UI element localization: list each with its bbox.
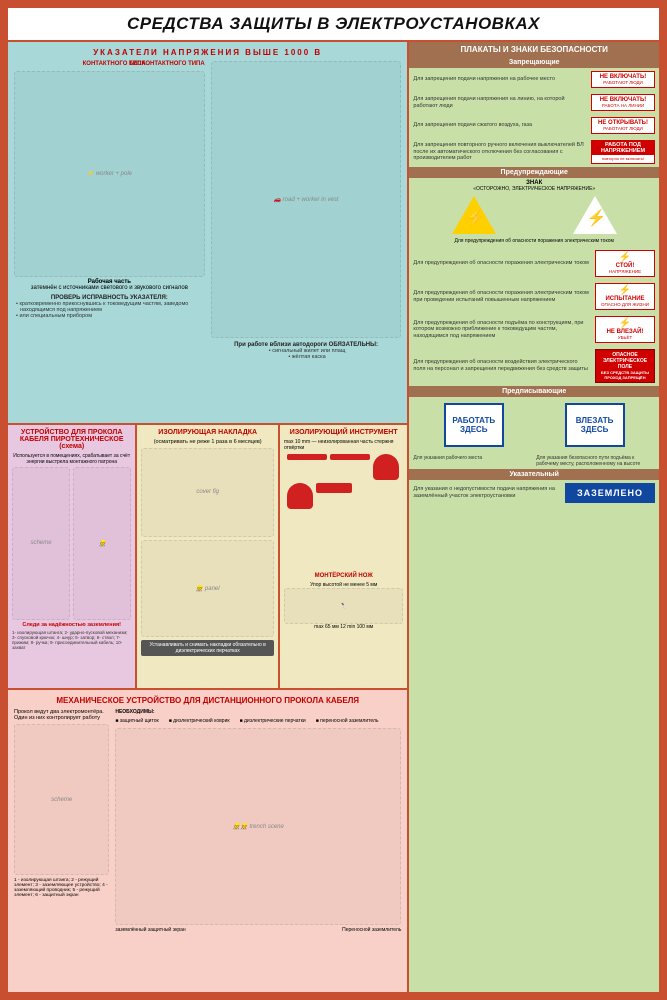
content: УКАЗАТЕЛИ НАПРЯЖЕНИЯ ВЫШЕ 1000 В КОНТАКТ… <box>8 40 659 992</box>
sign-rabotat-zdes: РАБОТАТЬ ЗДЕСЬ <box>444 403 504 447</box>
sign-stoy: ⚡ СТОЙ! НАПРЯЖЕНИЕ <box>595 250 655 277</box>
warn-row-1: Для предупреждения об опасности поражени… <box>409 247 659 280</box>
insulating-tools-panel: ИЗОЛИРУЮЩИЙ ИНСТРУМЕНТ max 10 mm — неизо… <box>280 425 407 688</box>
pyro-device-panel: УСТРОЙСТВО ДЛЯ ПРОКОЛА КАБЕЛЯ ПИРОТЕХНИЧ… <box>8 425 137 688</box>
tools-max-note: max 10 mm — неизолированная часть стержн… <box>284 439 403 451</box>
voltage-indicators-title: УКАЗАТЕЛИ НАПРЯЖЕНИЯ ВЫШЕ 1000 В <box>14 48 401 57</box>
sign-ne-vlezay: ⚡ НЕ ВЛЕЗАЙ! УБЬЁТ <box>595 316 655 343</box>
sign-opasnoe-pole: ОПАСНОЕ ЭЛЕКТРИЧЕСКОЕ ПОЛЕ БЕЗ СРЕДСТВ З… <box>595 349 655 383</box>
cover-install-note: Устанавливать и снимать накладки обязате… <box>141 640 274 656</box>
warn-row-3: Для предупреждения об опасности подъёма … <box>409 313 659 346</box>
pole-worker-illustration: ⚡ worker + pole <box>14 71 205 277</box>
indicative-section: Указательный Для указания о недопустимос… <box>409 469 659 506</box>
sign-zazemleno: ЗАЗЕМЛЕНО <box>565 483 655 503</box>
cutters-icon <box>287 483 313 509</box>
sign-ispytanie: ⚡ ИСПЫТАНИЕ ОПАСНО ДЛЯ ЖИЗНИ <box>595 283 655 310</box>
pliers-icon <box>373 454 399 480</box>
cover-worker-figure: 👷 panel <box>141 540 274 637</box>
tools-title: ИЗОЛИРУЮЩИЙ ИНСТРУМЕНТ <box>284 429 403 436</box>
warning-triangle-yellow-icon <box>452 196 496 234</box>
pyro-follow: Следи за надёжностью заземления! <box>12 622 131 628</box>
prescr-desc-2: Для указания безопасного пути подъёма к … <box>536 455 655 467</box>
cover-title: ИЗОЛИРУЮЩАЯ НАКЛАДКА <box>141 429 274 436</box>
mech-legend: 1 - изолирующая штанга; 2 - режущий элем… <box>14 878 109 898</box>
mech-scene-area: НЕОБХОДИМЫ: ■ защитный щиток ■ диэлектри… <box>115 709 401 983</box>
mech-schematic: scheme <box>14 724 109 875</box>
pyro-schematic: scheme <box>12 467 70 620</box>
warning-title: Предупреждающие <box>409 167 659 178</box>
sign-rabota-pod-napr: РАБОТА ПОД НАПРЯЖЕНИЕМ повторно не включ… <box>591 140 655 164</box>
signs-column: ПЛАКАТЫ И ЗНАКИ БЕЗОПАСНОСТИ Запрещающие… <box>407 42 659 992</box>
poster-page: СРЕДСТВА ЗАЩИТЫ В ЭЛЕКТРОУСТАНОВКАХ УКАЗ… <box>8 8 659 992</box>
pyro-worker-icon: 👷 <box>73 467 131 620</box>
work-part-label: Рабочая часть затемнён с источниками све… <box>14 279 205 291</box>
prescriptive-section: Предписывающие РАБОТАТЬ ЗДЕСЬ ВЛЕЗАТЬ ЗД… <box>409 386 659 469</box>
voltage-indicators-panel: УКАЗАТЕЛИ НАПРЯЖЕНИЯ ВЫШЕ 1000 В КОНТАКТ… <box>8 42 407 425</box>
sign-ne-vklyuchat-1: НЕ ВКЛЮЧАТЬ! РАБОТАЮТ ЛЮДИ <box>591 71 655 88</box>
pyro-title: УСТРОЙСТВО ДЛЯ ПРОКОЛА КАБЕЛЯ ПИРОТЕХНИЧ… <box>12 429 131 450</box>
sign-vlezat-zdes: ВЛЕЗАТЬ ЗДЕСЬ <box>565 403 625 447</box>
indic-row: Для указания о недопустимости подачи нап… <box>409 480 659 506</box>
warn-triangles <box>409 192 659 238</box>
necessary-list: ■ защитный щиток ■ диэлектрический коври… <box>115 718 401 724</box>
screwdriver-icon <box>287 454 327 460</box>
check-item-1: • кратковременно прикоснувшись к токовед… <box>20 301 205 313</box>
prescr-desc-1: Для указания рабочего места <box>413 455 532 467</box>
insulating-cover-panel: ИЗОЛИРУЮЩАЯ НАКЛАДКА (осматривать не реж… <box>137 425 280 688</box>
prescriptive-title: Предписывающие <box>409 386 659 397</box>
tools-set <box>284 451 403 574</box>
warn-row-4: Для предупреждения об опасности воздейст… <box>409 346 659 386</box>
sign-ne-otkryvat: НЕ ОТКРЫВАТЬ! РАБОТАЮТ ЛЮДИ <box>591 117 655 134</box>
forbid-row-4: Для запрещения повторного ручного включе… <box>409 137 659 167</box>
necessary-title: НЕОБХОДИМЫ: <box>115 709 154 715</box>
warning-section: Предупреждающие ЗНАК «ОСТОРОЖНО, ЭЛЕКТРИ… <box>409 167 659 386</box>
knife-figure: 🔪 <box>284 588 403 624</box>
pyro-legend: 1- изолирующая штанга; 2- ударно-пусково… <box>12 630 131 650</box>
trench-scene-illustration: 👷👷 trench scene <box>115 728 401 925</box>
bottom-label-2: Переносной заземлитель <box>342 927 401 933</box>
znak-label: ЗНАК <box>409 178 659 186</box>
forbidding-section: Запрещающие Для запрещения подачи напряж… <box>409 57 659 167</box>
warning-triangle-white-icon <box>573 196 617 234</box>
forbidding-title: Запрещающие <box>409 57 659 68</box>
road-item-2: • жёлтая каска <box>217 354 402 360</box>
knife-dims: max 65 мм 12 min 100 мм <box>284 624 403 630</box>
mech-intro: Прокол ведут два электромонтёра. Один из… <box>14 709 109 721</box>
mech-legend-area: Прокол ведут два электромонтёра. Один из… <box>14 709 109 983</box>
wrench-icon <box>316 483 352 493</box>
knife-title: МОНТЁРСКИЙ НОЖ <box>284 573 403 579</box>
cover-subtitle: (осматривать не реже 1 раза в 6 месяцев) <box>141 439 274 445</box>
contact-type-area: КОНТАКТНОГО ТИПА БЕСКОНТАКТНОГО ТИПА ⚡ w… <box>14 61 205 416</box>
forbid-row-1: Для запрещения подачи напряжения на рабо… <box>409 68 659 91</box>
left-column: УКАЗАТЕЛИ НАПРЯЖЕНИЯ ВЫШЕ 1000 В КОНТАКТ… <box>8 42 407 992</box>
pyro-note: Используется в помещениях, срабатывает з… <box>12 453 131 465</box>
forbid-row-2: Для запрещения подачи напряжения на лини… <box>409 91 659 114</box>
tools-row: УСТРОЙСТВО ДЛЯ ПРОКОЛА КАБЕЛЯ ПИРОТЕХНИЧ… <box>8 425 407 690</box>
bottom-label-1: заземлённый защитный экран <box>115 927 185 933</box>
indicative-title: Указательный <box>409 469 659 480</box>
check-item-2: • или специальным прибором <box>20 313 205 319</box>
cover-figure: cover fig <box>141 448 274 537</box>
warn-row-2: Для предупреждения об опасности поражени… <box>409 280 659 313</box>
signs-title: ПЛАКАТЫ И ЗНАКИ БЕЗОПАСНОСТИ <box>409 42 659 57</box>
mech-title: МЕХАНИЧЕСКОЕ УСТРОЙСТВО ДЛЯ ДИСТАНЦИОННО… <box>14 696 401 705</box>
screwdriver2-icon <box>330 454 370 460</box>
tri-desc: Для предупреждения об опасности поражени… <box>409 238 659 247</box>
road-worker-illustration: 🚗 road + worker in vest <box>211 61 402 338</box>
mech-device-panel: МЕХАНИЧЕСКОЕ УСТРОЙСТВО ДЛЯ ДИСТАНЦИОННО… <box>8 690 407 992</box>
roadside-area: 🚗 road + worker in vest При работе вблиз… <box>211 61 402 416</box>
noncontact-label: БЕСКОНТАКТНОГО ТИПА <box>129 61 205 67</box>
forbid-row-3: Для запрещения подачи сжатого воздуха, г… <box>409 114 659 137</box>
poster-title: СРЕДСТВА ЗАЩИТЫ В ЭЛЕКТРОУСТАНОВКАХ <box>8 8 659 40</box>
sign-ne-vklyuchat-2: НЕ ВКЛЮЧАТЬ! РАБОТА НА ЛИНИИ <box>591 94 655 111</box>
